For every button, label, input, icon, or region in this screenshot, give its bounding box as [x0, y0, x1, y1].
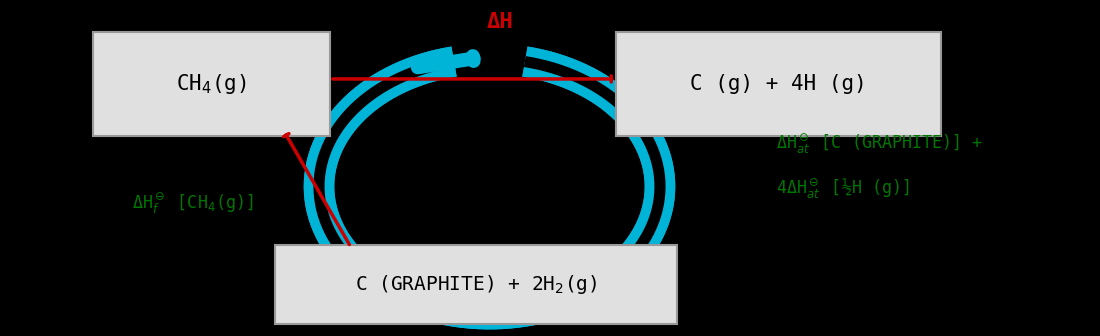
Text: ΔH: ΔH: [487, 12, 514, 32]
FancyBboxPatch shape: [616, 32, 940, 136]
Text: 4ΔH$_{at}^\ominus$ [½H (g)]: 4ΔH$_{at}^\ominus$ [½H (g)]: [776, 176, 909, 200]
FancyBboxPatch shape: [275, 245, 676, 324]
FancyBboxPatch shape: [94, 32, 330, 136]
Text: H$_f$: H$_f$: [404, 158, 421, 178]
Text: ΔH$_{at}^\ominus$ [C (GRAPHITE)] +: ΔH$_{at}^\ominus$ [C (GRAPHITE)] +: [776, 132, 982, 157]
Text: ΔH$_f^\ominus$ [CH$_4$(g)]: ΔH$_f^\ominus$ [CH$_4$(g)]: [132, 191, 253, 216]
Text: C (GRAPHITE) + 2H$_2$(g): C (GRAPHITE) + 2H$_2$(g): [354, 273, 597, 296]
Text: C (g) + 4H (g): C (g) + 4H (g): [690, 74, 867, 94]
Text: CH$_4$(g): CH$_4$(g): [176, 72, 248, 96]
Text: H$_{at}$: H$_{at}$: [609, 158, 634, 178]
